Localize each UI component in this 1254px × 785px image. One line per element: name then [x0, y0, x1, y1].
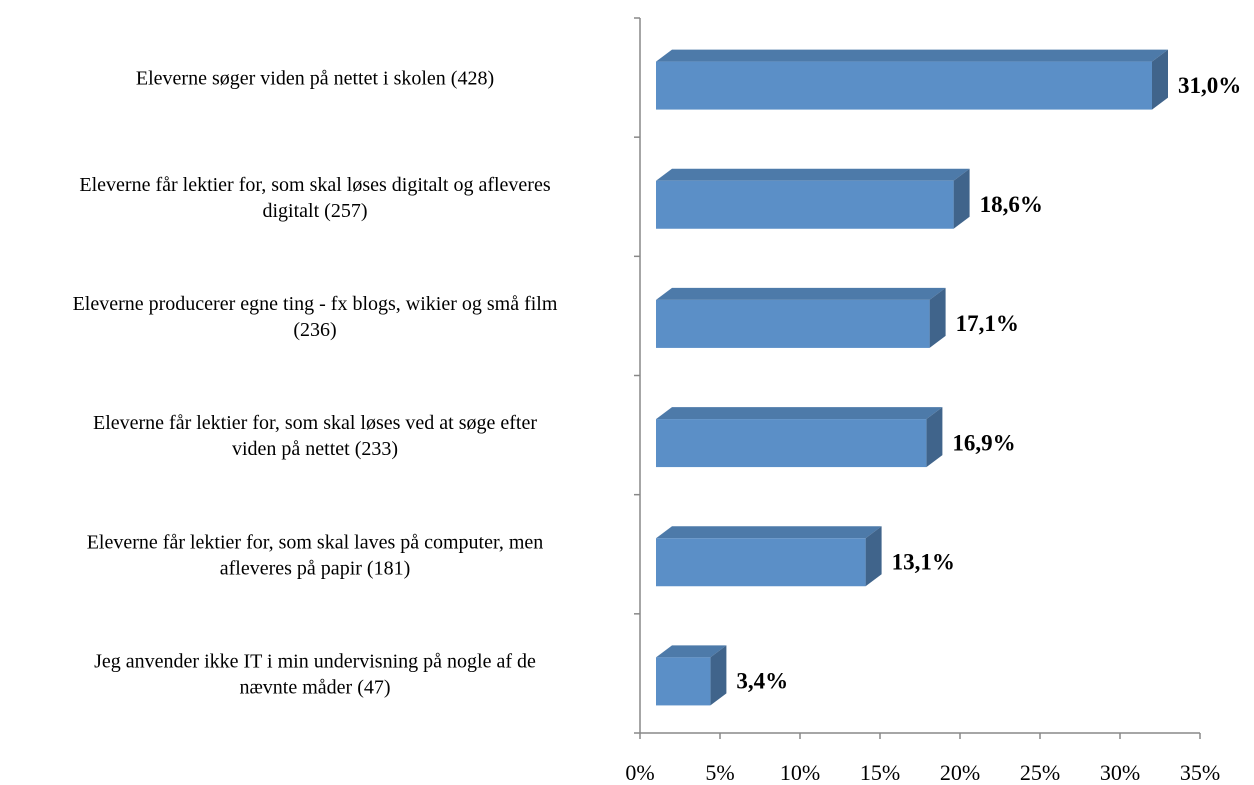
bar — [656, 287, 946, 348]
bar-front — [656, 180, 954, 229]
bar — [656, 407, 943, 468]
category-line: digitalt (257) — [263, 199, 368, 221]
category-label: Eleverne får lektier for, som skal løses… — [93, 412, 537, 460]
value-label: 13,1% — [892, 550, 955, 575]
category-line: (236) — [293, 319, 336, 341]
category-line: Eleverne søger viden på nettet i skolen … — [136, 67, 494, 89]
bar-top — [656, 49, 1168, 62]
value-label: 3,4% — [736, 669, 788, 694]
value-label: 31,0% — [1178, 73, 1241, 98]
bar-top — [656, 407, 943, 420]
bar — [656, 49, 1168, 110]
category-label: Eleverne får lektier for, som skal løses… — [79, 173, 550, 221]
x-tick-label: 10% — [780, 760, 820, 785]
bar-top — [656, 168, 970, 181]
bar-top — [656, 645, 727, 658]
x-tick-label: 15% — [860, 760, 900, 785]
x-tick-label: 25% — [1020, 760, 1060, 785]
bar — [656, 645, 727, 706]
bar-front — [656, 419, 927, 468]
bar-top — [656, 287, 946, 300]
category-line: Eleverne får lektier for, som skal laves… — [87, 531, 544, 553]
value-label: 16,9% — [952, 430, 1015, 455]
x-tick-label: 0% — [625, 760, 654, 785]
category-line: Eleverne producerer egne ting - fx blogs… — [73, 293, 558, 315]
bar-front — [656, 538, 866, 587]
x-tick-label: 5% — [705, 760, 734, 785]
bar-front — [656, 61, 1152, 110]
bar — [656, 526, 882, 587]
value-label: 18,6% — [980, 192, 1043, 217]
category-label: Jeg anvender ikke IT i min undervisning … — [94, 650, 536, 698]
bar-side — [929, 287, 946, 348]
x-tick-label: 35% — [1180, 760, 1220, 785]
category-line: Eleverne får lektier for, som skal løses… — [79, 173, 550, 195]
bar-front — [656, 657, 711, 706]
bar — [656, 168, 970, 229]
category-line: nævnte måder (47) — [239, 676, 390, 698]
category-label: Eleverne søger viden på nettet i skolen … — [136, 67, 494, 89]
bar-side — [865, 526, 882, 587]
bar-side — [953, 168, 970, 229]
category-line: Jeg anvender ikke IT i min undervisning … — [94, 650, 536, 672]
category-line: viden på nettet (233) — [232, 438, 398, 460]
x-tick-label: 20% — [940, 760, 980, 785]
bar-front — [656, 299, 930, 348]
bar-top — [656, 526, 882, 539]
value-label: 17,1% — [956, 311, 1019, 336]
category-line: Eleverne får lektier for, som skal løses… — [93, 412, 537, 434]
category-line: afleveres på papir (181) — [220, 557, 410, 579]
bar-side — [1152, 49, 1168, 110]
category-label: Eleverne får lektier for, som skal laves… — [87, 531, 544, 579]
x-tick-label: 30% — [1100, 760, 1140, 785]
bar-side — [710, 645, 727, 706]
bar-side — [926, 407, 943, 468]
category-label: Eleverne producerer egne ting - fx blogs… — [73, 293, 558, 341]
